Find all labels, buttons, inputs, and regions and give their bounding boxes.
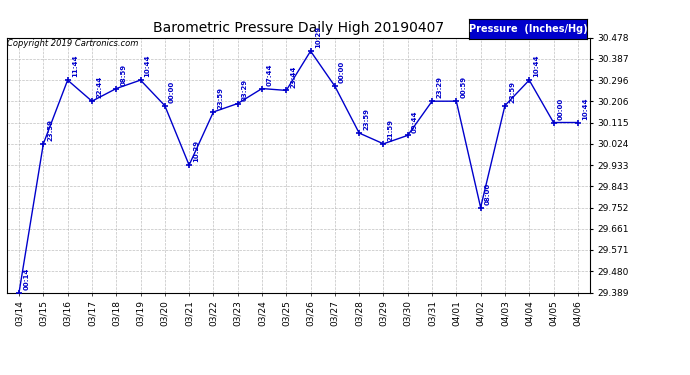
Text: 09:44: 09:44 [412,110,418,133]
Text: 08:00: 08:00 [485,183,491,205]
Text: 10:44: 10:44 [533,55,540,77]
Text: 10:44: 10:44 [145,55,150,77]
Text: 00:00: 00:00 [169,81,175,103]
Text: 11:44: 11:44 [72,55,78,77]
Text: 23:59: 23:59 [509,81,515,103]
Text: 23:59: 23:59 [217,87,224,109]
Text: 23:59: 23:59 [48,119,54,141]
Text: 23:29: 23:29 [436,76,442,98]
Title: Barometric Pressure Daily High 20190407: Barometric Pressure Daily High 20190407 [153,21,444,35]
Text: 03:29: 03:29 [242,79,248,101]
Text: 00:59: 00:59 [460,76,466,98]
Text: Pressure  (Inches/Hg): Pressure (Inches/Hg) [469,24,587,34]
Text: 23:44: 23:44 [290,65,297,88]
Text: 21:59: 21:59 [388,119,393,141]
Text: 00:14: 00:14 [23,267,29,290]
Text: 08:59: 08:59 [120,64,126,86]
Text: 10:44: 10:44 [582,97,588,120]
Text: 00:00: 00:00 [339,61,345,83]
Text: 07:44: 07:44 [266,63,272,86]
Text: 10:29: 10:29 [315,26,321,48]
Text: 00:00: 00:00 [558,98,564,120]
Text: Copyright 2019 Cartronics.com: Copyright 2019 Cartronics.com [7,39,138,48]
Text: 10:29: 10:29 [193,140,199,162]
Text: 23:59: 23:59 [364,108,369,130]
Text: 22:44: 22:44 [96,76,102,98]
